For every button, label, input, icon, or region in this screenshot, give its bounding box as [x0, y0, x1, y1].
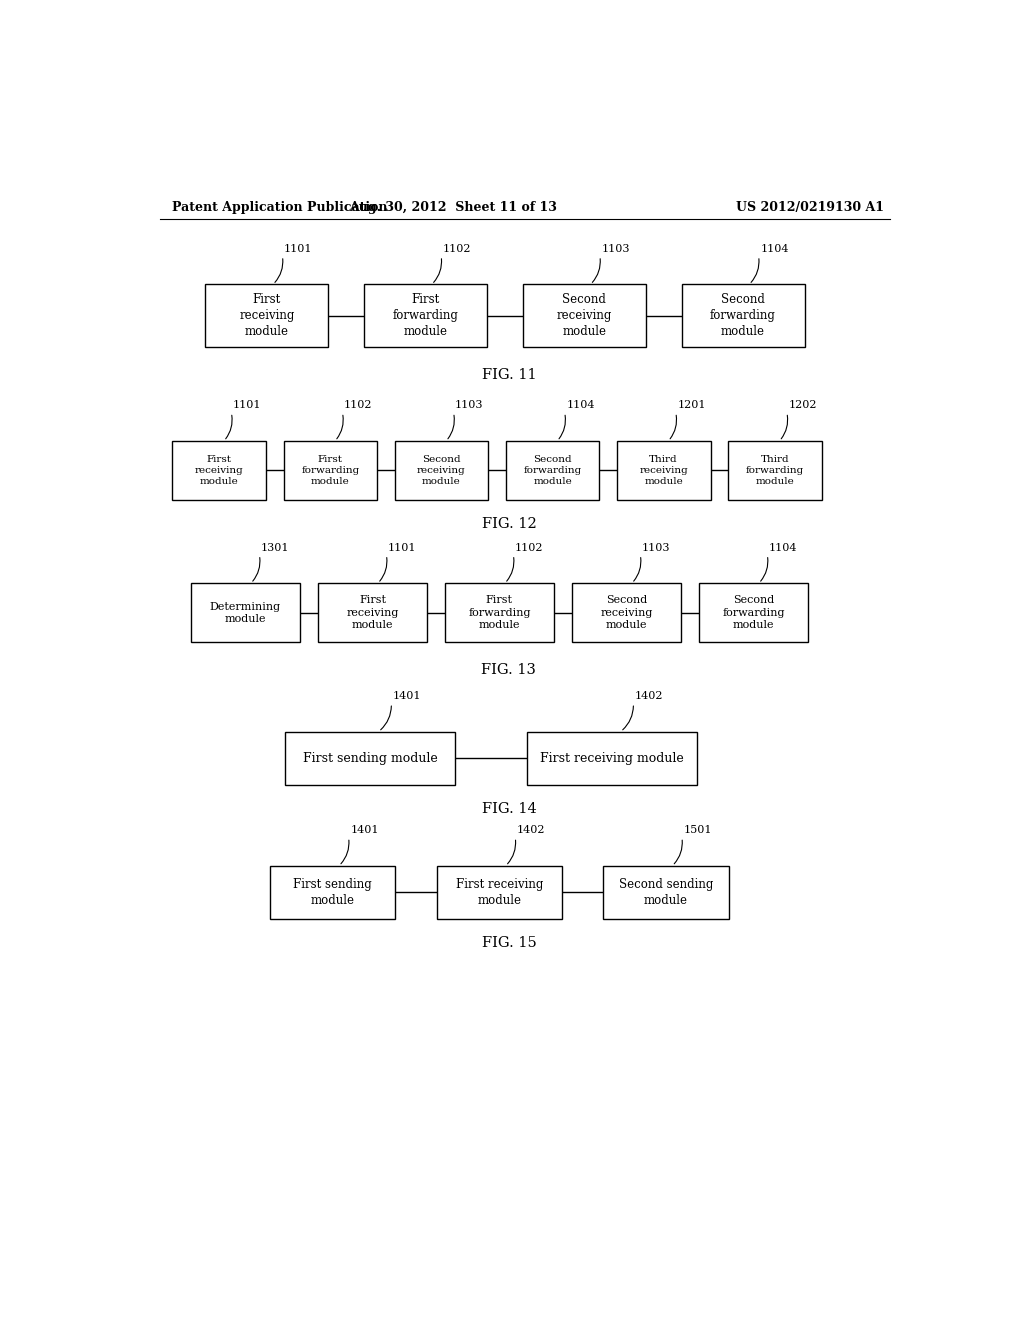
- Text: FIG. 12: FIG. 12: [481, 517, 537, 532]
- Text: 1402: 1402: [517, 825, 546, 836]
- Text: FIG. 14: FIG. 14: [481, 801, 537, 816]
- FancyBboxPatch shape: [284, 441, 377, 500]
- Text: 1101: 1101: [388, 543, 417, 553]
- FancyBboxPatch shape: [698, 583, 808, 643]
- Text: US 2012/0219130 A1: US 2012/0219130 A1: [736, 201, 885, 214]
- FancyBboxPatch shape: [394, 441, 488, 500]
- Text: 1402: 1402: [635, 692, 664, 701]
- FancyBboxPatch shape: [317, 583, 427, 643]
- Text: 1104: 1104: [566, 400, 595, 411]
- Text: 1401: 1401: [350, 825, 379, 836]
- Text: 1202: 1202: [788, 400, 817, 411]
- Text: Second sending
module: Second sending module: [618, 878, 714, 907]
- Text: 1103: 1103: [642, 543, 671, 553]
- Text: First
forwarding
module: First forwarding module: [468, 595, 530, 630]
- Text: 1103: 1103: [455, 400, 483, 411]
- FancyBboxPatch shape: [682, 284, 805, 347]
- Text: FIG. 13: FIG. 13: [481, 663, 537, 677]
- Text: First
receiving
module: First receiving module: [346, 595, 398, 630]
- Text: FIG. 15: FIG. 15: [481, 936, 537, 950]
- Text: 1401: 1401: [393, 692, 422, 701]
- Text: 1201: 1201: [677, 400, 706, 411]
- Text: First sending module: First sending module: [303, 751, 437, 764]
- Text: Second
receiving
module: Second receiving module: [600, 595, 652, 630]
- Text: 1102: 1102: [515, 543, 544, 553]
- Text: Second
receiving
module: Second receiving module: [417, 455, 466, 486]
- FancyBboxPatch shape: [523, 284, 646, 347]
- FancyBboxPatch shape: [436, 866, 562, 919]
- Text: Second
forwarding
module: Second forwarding module: [523, 455, 582, 486]
- Text: 1501: 1501: [683, 825, 712, 836]
- Text: Second
forwarding
module: Second forwarding module: [710, 293, 776, 338]
- Text: 1102: 1102: [442, 244, 471, 253]
- FancyBboxPatch shape: [365, 284, 487, 347]
- Text: First
receiving
module: First receiving module: [195, 455, 244, 486]
- Text: First
receiving
module: First receiving module: [240, 293, 295, 338]
- Text: Patent Application Publication: Patent Application Publication: [172, 201, 387, 214]
- Text: First receiving module: First receiving module: [541, 751, 684, 764]
- Text: 1101: 1101: [232, 400, 261, 411]
- FancyBboxPatch shape: [270, 866, 395, 919]
- FancyBboxPatch shape: [571, 583, 681, 643]
- FancyBboxPatch shape: [526, 731, 697, 784]
- Text: Determining
module: Determining module: [210, 602, 281, 624]
- Text: Aug. 30, 2012  Sheet 11 of 13: Aug. 30, 2012 Sheet 11 of 13: [349, 201, 557, 214]
- Text: 1301: 1301: [261, 543, 290, 553]
- Text: First
forwarding
module: First forwarding module: [301, 455, 359, 486]
- FancyBboxPatch shape: [616, 441, 711, 500]
- Text: First receiving
module: First receiving module: [456, 878, 543, 907]
- FancyBboxPatch shape: [506, 441, 599, 500]
- FancyBboxPatch shape: [444, 583, 554, 643]
- Text: FIG. 11: FIG. 11: [481, 368, 537, 381]
- Text: Third
forwarding
module: Third forwarding module: [745, 455, 804, 486]
- FancyBboxPatch shape: [603, 866, 729, 919]
- FancyBboxPatch shape: [190, 583, 300, 643]
- Text: 1102: 1102: [344, 400, 373, 411]
- Text: First sending
module: First sending module: [293, 878, 372, 907]
- Text: 1103: 1103: [601, 244, 630, 253]
- FancyBboxPatch shape: [172, 441, 266, 500]
- Text: 1101: 1101: [284, 244, 312, 253]
- Text: 1104: 1104: [760, 244, 788, 253]
- Text: Third
receiving
module: Third receiving module: [639, 455, 688, 486]
- FancyBboxPatch shape: [728, 441, 821, 500]
- FancyBboxPatch shape: [206, 284, 329, 347]
- Text: First
forwarding
module: First forwarding module: [392, 293, 459, 338]
- Text: Second
forwarding
module: Second forwarding module: [722, 595, 784, 630]
- Text: 1104: 1104: [769, 543, 798, 553]
- FancyBboxPatch shape: [285, 731, 456, 784]
- Text: Second
receiving
module: Second receiving module: [557, 293, 612, 338]
